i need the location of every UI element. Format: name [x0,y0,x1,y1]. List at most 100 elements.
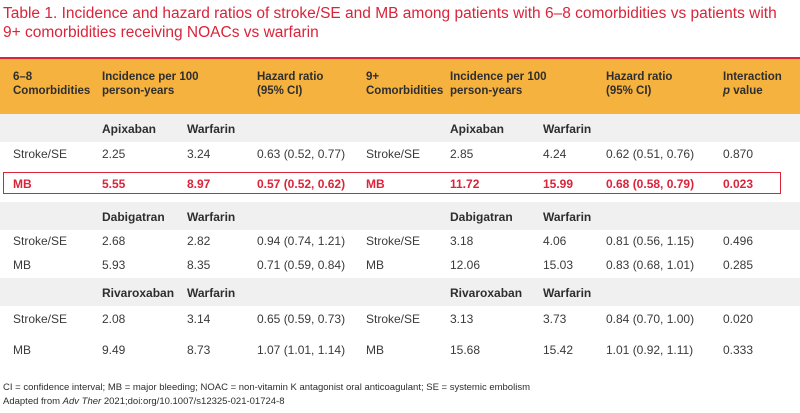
header-hazard-right: Hazard ratio (95% CI) [606,70,672,98]
warfarin-incidence-right: 4.24 [543,147,567,161]
header-text: Incidence per 100 [102,71,199,83]
hazard-ratio-left: 0.63 (0.52, 0.77) [257,147,346,161]
outcome-label: Stroke/SE [366,312,421,326]
warfarin-incidence-left: 3.14 [187,312,211,326]
noac-incidence-left: 2.08 [102,312,126,326]
header-text: person-years [450,85,523,97]
header-incidence-right: Incidence per 100 person-years [450,70,547,98]
section-band-dabigatran [0,202,800,230]
header-comorbidities-right: 9+ Comorbidities [366,70,443,98]
footnote-source: Adapted from Adv Ther 2021;doi:org/10.10… [3,396,285,407]
outcome-label: Stroke/SE [13,234,68,248]
header-text: Comorbidities [13,85,91,97]
noac-incidence-left: 2.25 [102,147,126,161]
interaction-p-value: 0.020 [723,312,754,326]
noac-incidence-right: 15.68 [450,343,481,357]
warfarin-incidence-right: 15.42 [543,343,574,357]
interaction-p-value: 0.285 [723,258,754,272]
header-interaction: Interaction p value [723,70,782,98]
hazard-ratio-right: 0.81 (0.56, 1.15) [606,234,695,248]
warfarin-label-left: Warfarin [187,122,236,136]
section-band-apixaban [0,114,800,142]
noac-incidence-left: 5.93 [102,258,126,272]
hazard-ratio-right: 0.83 (0.68, 1.01) [606,258,695,272]
header-text: Interaction [723,71,782,83]
warfarin-incidence-left: 2.82 [187,234,211,248]
outcome-label: Stroke/SE [13,147,68,161]
footnote-abbreviations: CI = confidence interval; MB = major ble… [3,382,530,393]
warfarin-incidence-right: 3.73 [543,312,567,326]
interaction-p-value: 0.496 [723,234,754,248]
header-incidence-left: Incidence per 100 person-years [102,70,199,98]
header-text: Incidence per 100 [450,71,547,83]
header-comorbidities-left: 6–8 Comorbidities [13,70,90,98]
noac-incidence-right: 2.85 [450,147,474,161]
header-text: Hazard ratio [606,71,673,83]
noac-incidence-left: 9.49 [102,343,126,357]
hazard-ratio-left: 1.07 (1.01, 1.14) [257,343,346,357]
drug-label-right: Dabigatran [450,210,513,224]
highlight-box [3,172,781,194]
hazard-ratio-right: 0.84 (0.70, 1.00) [606,312,695,326]
header-text: Comorbidities [366,85,444,97]
header-text: 9+ [366,71,380,83]
interaction-p-value: 0.023 [723,177,754,191]
warfarin-label-right: Warfarin [543,122,592,136]
warfarin-incidence-left: 3.24 [187,147,211,161]
hazard-ratio-right: 0.62 (0.51, 0.76) [606,147,695,161]
source-prefix: Adapted from [3,396,63,407]
warfarin-incidence-right: 4.06 [543,234,567,248]
outcome-label: MB [13,177,32,191]
hazard-ratio-left: 0.71 (0.59, 0.84) [257,258,346,272]
noac-incidence-left: 2.68 [102,234,126,248]
outcome-label: Stroke/SE [366,234,421,248]
noac-incidence-right: 3.18 [450,234,474,248]
warfarin-label-right: Warfarin [543,286,592,300]
hazard-ratio-left: 0.57 (0.52, 0.62) [257,177,346,191]
p-italic: p [723,85,731,97]
outcome-label: MB [366,258,384,272]
warfarin-incidence-left: 8.35 [187,258,211,272]
outcome-label: MB [13,343,31,357]
noac-incidence-right: 12.06 [450,258,481,272]
outcome-label: MB [13,258,31,272]
hazard-ratio-left: 0.65 (0.59, 0.73) [257,312,346,326]
hazard-ratio-right: 0.68 (0.58, 0.79) [606,177,695,191]
noac-incidence-right: 3.13 [450,312,474,326]
header-text: Hazard ratio [257,71,324,83]
hazard-ratio-right: 1.01 (0.92, 1.11) [606,343,694,357]
noac-incidence-left: 5.55 [102,177,126,191]
noac-incidence-right: 11.72 [450,177,480,191]
warfarin-incidence-left: 8.73 [187,343,211,357]
hazard-ratio-left: 0.94 (0.74, 1.21) [257,234,346,248]
outcome-label: Stroke/SE [366,147,421,161]
drug-label-right: Apixaban [450,122,505,136]
drug-label-left: Rivaroxaban [102,286,175,300]
outcome-label: MB [366,343,384,357]
warfarin-incidence-right: 15.99 [543,177,574,191]
drug-label-left: Apixaban [102,122,157,136]
interaction-p-value: 0.333 [723,343,754,357]
interaction-p-value: 0.870 [723,147,754,161]
warfarin-label-left: Warfarin [187,286,236,300]
table-title: Table 1. Incidence and hazard ratios of … [3,5,777,41]
outcome-label: Stroke/SE [13,312,68,326]
source-citation: 2021;doi:org/10.1007/s12325-021-01724-8 [101,396,285,407]
header-hazard-left: Hazard ratio (95% CI) [257,70,323,98]
header-text: value [730,85,763,97]
header-text: (95% CI) [257,85,303,97]
warfarin-label-left: Warfarin [187,210,236,224]
warfarin-incidence-left: 8.97 [187,177,211,191]
header-text: (95% CI) [606,85,652,97]
warfarin-incidence-right: 15.03 [543,258,574,272]
warfarin-label-right: Warfarin [543,210,592,224]
drug-label-right: Rivaroxaban [450,286,523,300]
header-text: person-years [102,85,175,97]
journal-name: Adv Ther [62,396,102,407]
header-text: 6–8 [13,71,33,83]
drug-label-left: Dabigatran [102,210,165,224]
section-band-rivaroxaban [0,278,800,306]
outcome-label: MB [366,177,385,191]
table-header: 6–8 Comorbidities Incidence per 100 pers… [0,57,800,114]
header-text: p value [723,84,782,98]
